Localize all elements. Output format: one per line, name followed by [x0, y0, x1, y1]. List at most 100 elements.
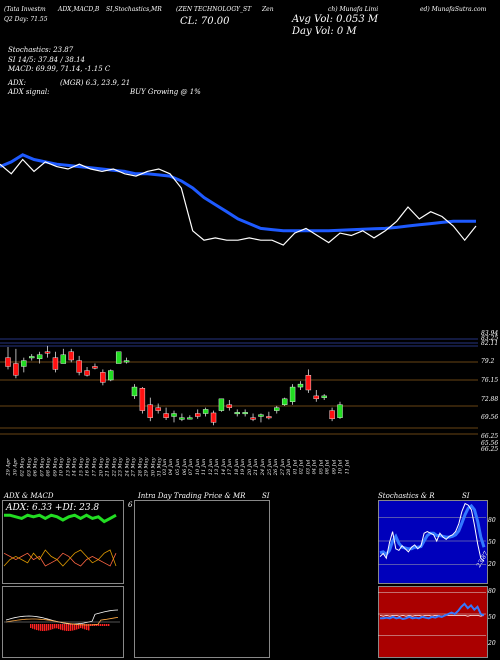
candle-body: [108, 370, 114, 381]
header-ticker-text: (Tata Investm: [4, 6, 46, 13]
adx-signal-label: ADX signal:: [8, 88, 50, 96]
header-indicators-2: SI,Stochastics,MR: [106, 6, 162, 13]
price-label: 79.2: [481, 358, 495, 365]
candle-body: [29, 356, 35, 359]
macd-histogram-bar: [80, 624, 82, 629]
adx-plus-di-line: [3, 552, 117, 567]
intraday-si-label: SI: [262, 492, 270, 500]
stoch-k-line: [379, 502, 485, 562]
buy-signal-text: BUY Growing @ 1%: [130, 88, 201, 96]
candle-body: [100, 372, 106, 383]
candle-body: [321, 395, 327, 398]
intraday-panel-title: Intra Day Trading Price & MR: [138, 492, 246, 500]
si-tick-20: 20: [488, 640, 496, 647]
header-munafa: ch) Munafa Limi: [328, 6, 379, 13]
candle-body: [155, 407, 161, 411]
macd-histogram-bar: [72, 624, 74, 631]
stoch-tick-80: 80: [488, 517, 496, 524]
candle-body: [52, 357, 59, 370]
stoch-d-line: [379, 503, 486, 557]
candle-body: [76, 360, 82, 373]
si-tick-80: 80: [488, 588, 496, 595]
avg-volume: Avg Vol: 0.053 M: [292, 14, 379, 25]
header-site: ed) MunafaSutra.com: [420, 6, 487, 13]
macd-histogram-bar: [62, 624, 64, 631]
candle-body: [179, 417, 185, 420]
candle-body: [234, 412, 240, 415]
stoch-panel-title: Stochastics & R: [378, 492, 435, 500]
candle-body: [313, 395, 319, 400]
candle-body: [250, 417, 256, 420]
candle-body: [281, 398, 288, 405]
macd-value: MACD: 69.99, 71.14, -1.15 C: [8, 65, 111, 73]
price-label: 83.94: [481, 330, 499, 337]
intraday-panel: [134, 500, 270, 658]
price-label: 69.56: [481, 414, 499, 421]
macd-histogram-bar: [54, 624, 56, 629]
macd-histogram-bar: [76, 624, 78, 630]
si-line: [380, 602, 485, 621]
adx-line: [4, 513, 117, 524]
stochastics-value: Stochastics: 23.87: [8, 46, 74, 54]
candle-body: [337, 404, 343, 418]
candle-body: [123, 360, 130, 363]
candle-body: [21, 360, 27, 367]
stoch-si-label: SI: [462, 492, 470, 500]
candle-body: [147, 404, 153, 418]
candle-body: [210, 412, 217, 423]
macd-histogram-bar: [52, 624, 54, 630]
macd-histogram-bar: [34, 624, 36, 630]
adx-panel-values: ADX: 6.33 +DI: 23.8: [6, 503, 100, 513]
si-tick-50: 50: [488, 614, 496, 621]
macd-histogram-bar: [102, 624, 104, 626]
header-indicators-1: ADX,MACD,B: [58, 6, 100, 13]
si-panel: [378, 586, 488, 658]
candle-body: [131, 386, 138, 397]
candle-body: [171, 413, 177, 417]
macd-histogram-bar: [60, 624, 62, 630]
candle-body: [242, 412, 248, 415]
macd-histogram-bar: [48, 624, 50, 631]
stochastics-panel: [378, 500, 488, 584]
macd-histogram-bar: [78, 624, 80, 629]
candle-body: [163, 413, 169, 418]
macd-histogram-bar: [32, 624, 34, 629]
stoch-tick-20: 20: [488, 561, 496, 568]
close-price: CL: 70.00: [180, 16, 230, 27]
macd-histogram-bar: [42, 624, 44, 631]
macd-histogram-bar: [70, 624, 72, 631]
macd-histogram-bar: [106, 624, 108, 626]
macd-histogram-bar: [104, 624, 106, 626]
candle-body: [266, 416, 272, 419]
candle-body: [44, 351, 51, 354]
price-label: 76.15: [481, 377, 499, 384]
macd-histogram-bar: [30, 624, 32, 628]
price-label: 82.11: [481, 340, 499, 347]
macd-histogram-bar: [56, 624, 58, 629]
adx-panel-title: ADX & MACD: [4, 492, 54, 500]
candle-body: [289, 386, 296, 402]
adx-values: (MGR) 6.3, 23.9, 21: [60, 79, 131, 87]
header-line-1: (Tata Investm: [4, 6, 46, 13]
macd-histogram-bar: [64, 624, 66, 631]
header-day-value: Q2 Day: 71.55: [4, 16, 48, 23]
price-label: 83.25: [481, 335, 499, 342]
candle-body: [115, 351, 122, 364]
candle-body: [13, 363, 19, 376]
macd-histogram-bar: [100, 624, 102, 626]
candle-body: [5, 357, 11, 367]
candle-body: [36, 354, 43, 360]
candle-body: [60, 354, 67, 364]
candle-body: [139, 388, 146, 411]
macd-histogram-bar: [82, 624, 84, 629]
price-label: 66.25: [481, 433, 499, 440]
header-symbol: (ZEN TECHNOLOGY_ST: [176, 6, 252, 13]
macd-histogram-bar: [40, 624, 42, 631]
price-label: 72.88: [481, 396, 499, 403]
stoch-tick-50: 50: [488, 539, 496, 546]
candle-body: [297, 383, 304, 388]
candle-body: [202, 409, 209, 414]
candle-body: [195, 413, 201, 417]
candle-body: [329, 410, 335, 420]
